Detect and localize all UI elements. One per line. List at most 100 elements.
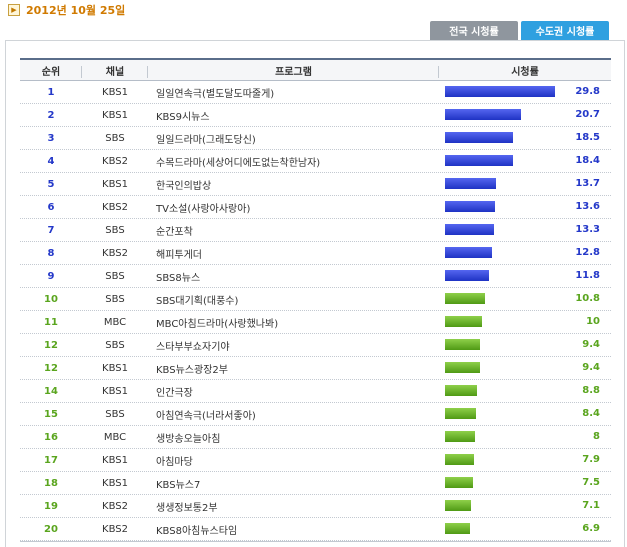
rating-cell: 13.3 <box>439 219 611 241</box>
rating-bar <box>445 408 476 419</box>
rating-cell: 7.9 <box>439 449 611 471</box>
rating-bar <box>445 270 489 281</box>
header-rank: 순위 <box>20 63 82 78</box>
table-row: 9 SBS SBS8뉴스 11.8 <box>20 265 611 288</box>
channel-cell: KBS2 <box>102 201 128 213</box>
channel-cell: KBS1 <box>102 454 128 466</box>
table-row: 14 KBS1 인간극장 8.8 <box>20 380 611 403</box>
table-row: 7 SBS 순간포착 13.3 <box>20 219 611 242</box>
program-cell: KBS8아침뉴스타임 <box>156 525 238 537</box>
rating-cell: 8 <box>439 426 611 448</box>
rating-bar <box>445 178 496 189</box>
ratings-panel <box>5 40 625 547</box>
rating-cell: 18.5 <box>439 127 611 149</box>
rating-value: 13.7 <box>575 178 600 189</box>
rank-cell: 9 <box>47 270 55 282</box>
channel-cell: SBS <box>105 408 125 420</box>
table-row: 15 SBS 아침연속극(너라서좋아) 8.4 <box>20 403 611 426</box>
rank-cell: 7 <box>47 224 55 236</box>
channel-cell: KBS2 <box>102 155 128 167</box>
arrow-right-icon: ▶ <box>8 4 20 16</box>
table-row: 17 KBS1 아침마당 7.9 <box>20 449 611 472</box>
rating-bar <box>445 385 477 396</box>
program-cell: MBC아침드라마(사랑했나봐) <box>156 318 279 330</box>
channel-cell: SBS <box>105 339 125 351</box>
rank-cell: 17 <box>44 454 58 466</box>
rating-value: 29.8 <box>575 86 600 97</box>
rating-bar <box>445 86 555 97</box>
program-cell: 인간극장 <box>156 387 193 399</box>
program-cell: SBS대기획(대풍수) <box>156 295 239 307</box>
rating-bar <box>445 362 480 373</box>
table-row: 2 KBS1 KBS9시뉴스 20.7 <box>20 104 611 127</box>
program-cell: KBS9시뉴스 <box>156 111 210 123</box>
header-channel: 채널 <box>82 63 148 78</box>
program-cell: 생생정보통2부 <box>156 502 218 514</box>
channel-cell: SBS <box>105 132 125 144</box>
channel-cell: KBS1 <box>102 109 128 121</box>
program-cell: KBS뉴스7 <box>156 479 201 491</box>
rating-value: 6.9 <box>582 523 600 534</box>
rank-cell: 19 <box>44 500 58 512</box>
rating-cell: 20.7 <box>439 104 611 126</box>
program-cell: KBS뉴스광장2부 <box>156 364 228 376</box>
program-cell: SBS8뉴스 <box>156 272 201 284</box>
rating-cell: 10.8 <box>439 288 611 310</box>
tab-national-rating[interactable]: 전국 시청률 <box>430 21 518 40</box>
channel-cell: KBS1 <box>102 86 128 98</box>
rating-bar <box>445 109 521 120</box>
rating-bar <box>445 454 474 465</box>
rating-bar <box>445 247 492 258</box>
rating-bar <box>445 293 485 304</box>
channel-cell: KBS1 <box>102 362 128 374</box>
table-row: 11 MBC MBC아침드라마(사랑했나봐) 10 <box>20 311 611 334</box>
rating-cell: 8.4 <box>439 403 611 425</box>
channel-cell: KBS2 <box>102 523 128 535</box>
rating-tabs: 전국 시청률 수도권 시청률 <box>430 21 609 40</box>
rating-bar <box>445 339 480 350</box>
table-row: 10 SBS SBS대기획(대풍수) 10.8 <box>20 288 611 311</box>
rank-cell: 8 <box>47 247 55 259</box>
rating-bar <box>445 224 494 235</box>
program-cell: 일일연속극(별도달도따줄게) <box>156 88 275 100</box>
tab-capital-rating[interactable]: 수도권 시청률 <box>521 21 609 40</box>
rating-bar <box>445 155 513 166</box>
rating-value: 9.4 <box>582 362 600 373</box>
channel-cell: SBS <box>105 224 125 236</box>
rating-cell: 8.8 <box>439 380 611 402</box>
rank-cell: 12 <box>44 339 58 351</box>
rating-cell: 18.4 <box>439 150 611 172</box>
rating-value: 13.3 <box>575 224 600 235</box>
table-row: 20 KBS2 KBS8아침뉴스타임 6.9 <box>20 518 611 541</box>
rating-value: 8.4 <box>582 408 600 419</box>
table-row: 12 SBS 스타부부쇼자기야 9.4 <box>20 334 611 357</box>
program-cell: 아침연속극(너라서좋아) <box>156 410 256 422</box>
rating-value: 7.5 <box>582 477 600 488</box>
rating-bar <box>445 316 482 327</box>
table-row: 4 KBS2 수목드라마(세상어디에도없는착한남자) 18.4 <box>20 150 611 173</box>
rank-cell: 2 <box>47 109 55 121</box>
table-header: 순위 채널 프로그램 시청률 <box>20 58 611 81</box>
rating-value: 10.8 <box>575 293 600 304</box>
table-row: 3 SBS 일일드라마(그래도당신) 18.5 <box>20 127 611 150</box>
rank-cell: 5 <box>47 178 55 190</box>
rank-cell: 16 <box>44 431 58 443</box>
rank-cell: 3 <box>47 132 55 144</box>
rating-cell: 13.6 <box>439 196 611 218</box>
table-row: 6 KBS2 TV소설(사랑아사랑아) 13.6 <box>20 196 611 219</box>
table-row: 12 KBS1 KBS뉴스광장2부 9.4 <box>20 357 611 380</box>
rating-cell: 7.1 <box>439 495 611 517</box>
rank-cell: 6 <box>47 201 55 213</box>
table-row: 19 KBS2 생생정보통2부 7.1 <box>20 495 611 518</box>
rating-bar <box>445 201 495 212</box>
rating-bar <box>445 523 470 534</box>
program-cell: TV소설(사랑아사랑아) <box>156 203 251 215</box>
rating-bar <box>445 431 475 442</box>
rank-cell: 18 <box>44 477 58 489</box>
rating-cell: 6.9 <box>439 518 611 540</box>
rating-cell: 29.8 <box>439 81 611 103</box>
rating-value: 18.5 <box>575 132 600 143</box>
program-cell: 아침마당 <box>156 456 193 468</box>
program-cell: 스타부부쇼자기야 <box>156 341 230 353</box>
rating-value: 13.6 <box>575 201 600 212</box>
